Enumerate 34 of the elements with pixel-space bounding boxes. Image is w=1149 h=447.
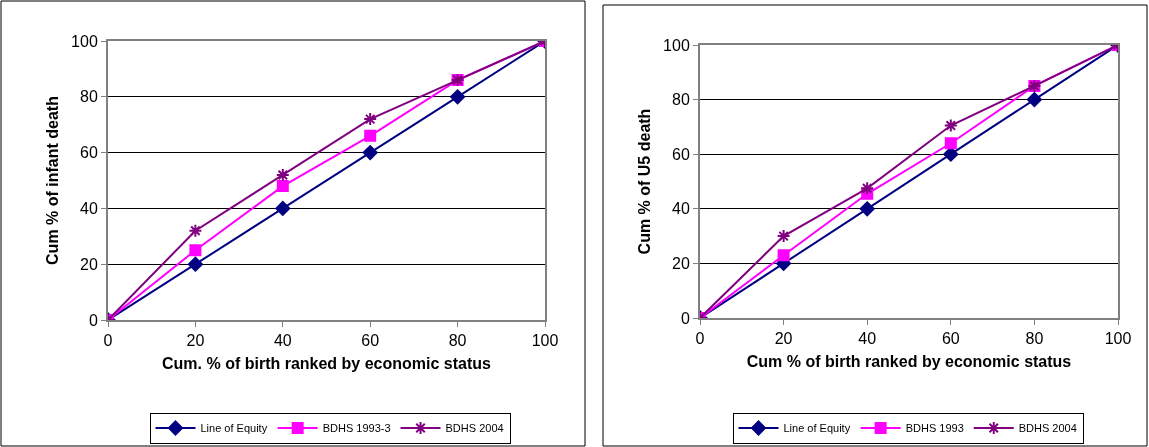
x-tick-label: 20: [186, 332, 205, 350]
x-tick-label: 40: [858, 330, 877, 348]
y-tick-label: 40: [672, 200, 690, 218]
x-tick-label: 60: [361, 332, 380, 350]
x-tick-label: 40: [273, 332, 292, 350]
x-tick-label: 100: [1104, 330, 1132, 348]
y-tick-label: 100: [663, 36, 690, 54]
y-tick-label: 0: [680, 309, 690, 327]
legend-label: BDHS 2004: [1018, 422, 1077, 435]
y-tick-label: 100: [71, 32, 98, 50]
x-tick-label: 0: [695, 330, 705, 348]
x-tick-label: 80: [448, 332, 467, 350]
y-axis-title: Cum % of infant death: [44, 96, 62, 265]
y-tick-label: 60: [672, 145, 690, 163]
x-tick-label: 20: [774, 330, 793, 348]
legend-label: Line of Equity: [783, 422, 851, 435]
x-tick-label: 0: [103, 332, 113, 350]
x-tick-label: 100: [531, 332, 559, 350]
x-tick-label: 80: [1025, 330, 1044, 348]
x-tick-label: 60: [941, 330, 960, 348]
legend-label: BDHS 1993-3: [322, 422, 391, 435]
y-tick-label: 20: [672, 255, 690, 272]
legend-label: Line of Equity: [200, 422, 268, 435]
legend-label: BDHS 2004: [445, 422, 504, 435]
y-axis-title: Cum % of U5 death: [636, 108, 654, 255]
y-tick-label: 20: [80, 255, 98, 273]
x-axis-title: Cum % of birth ranked by economic status: [746, 353, 1072, 371]
y-tick-label: 60: [80, 144, 98, 162]
y-tick-label: 80: [672, 91, 690, 109]
y-tick-label: 40: [80, 200, 98, 217]
x-axis-title: Cum. % of birth ranked by economic status: [162, 355, 492, 373]
y-tick-label: 80: [80, 88, 98, 106]
y-tick-label: 0: [88, 311, 98, 329]
legend-label: BDHS 1993: [905, 422, 964, 435]
